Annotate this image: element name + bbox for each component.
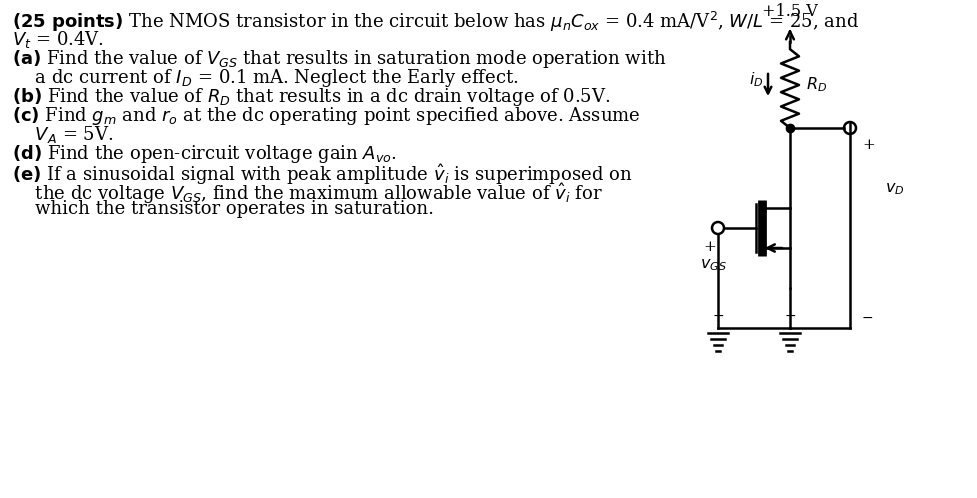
Text: $V_A$ = 5V.: $V_A$ = 5V. xyxy=(12,124,113,145)
Text: −: − xyxy=(711,309,723,323)
Text: $v_D$: $v_D$ xyxy=(884,179,904,197)
Text: $v_{GS}$: $v_{GS}$ xyxy=(699,256,726,273)
Text: $i_D$: $i_D$ xyxy=(747,71,762,89)
Text: $\mathbf{(e)}$ If a sinusoidal signal with peak amplitude $\hat{v}_i$ is superim: $\mathbf{(e)}$ If a sinusoidal signal wi… xyxy=(12,162,632,187)
Text: which the transistor operates in saturation.: which the transistor operates in saturat… xyxy=(12,200,434,218)
Text: +1.5 V: +1.5 V xyxy=(761,3,817,20)
Text: +: + xyxy=(702,240,715,254)
Text: $\mathbf{(a)}$ Find the value of $V_{GS}$ that results in saturation mode operat: $\mathbf{(a)}$ Find the value of $V_{GS}… xyxy=(12,48,666,70)
Text: −: − xyxy=(784,309,795,323)
Text: $R_D$: $R_D$ xyxy=(805,76,827,94)
Text: a dc current of $I_D$ = 0.1 mA. Neglect the Early effect.: a dc current of $I_D$ = 0.1 mA. Neglect … xyxy=(12,67,518,89)
Text: $\mathbf{(b)}$ Find the value of $R_D$ that results in a dc drain voltage of 0.5: $\mathbf{(b)}$ Find the value of $R_D$ t… xyxy=(12,86,610,108)
Text: $\mathbf{(c)}$ Find $g_m$ and $r_o$ at the dc operating point specified above. A: $\mathbf{(c)}$ Find $g_m$ and $r_o$ at t… xyxy=(12,105,640,127)
Text: $\mathbf{(25\ points)}$ The NMOS transistor in the circuit below has $\mu_nC_{ox: $\mathbf{(25\ points)}$ The NMOS transis… xyxy=(12,10,858,34)
Text: −: − xyxy=(861,311,872,325)
Text: +: + xyxy=(861,138,873,152)
Text: $\mathbf{(d)}$ Find the open-circuit voltage gain $A_{vo}$.: $\mathbf{(d)}$ Find the open-circuit vol… xyxy=(12,143,397,165)
Text: the dc voltage $V_{GS}$, find the maximum allowable value of $\hat{v}_i$ for: the dc voltage $V_{GS}$, find the maximu… xyxy=(12,181,603,206)
Text: $V_t$ = 0.4V.: $V_t$ = 0.4V. xyxy=(12,29,104,50)
